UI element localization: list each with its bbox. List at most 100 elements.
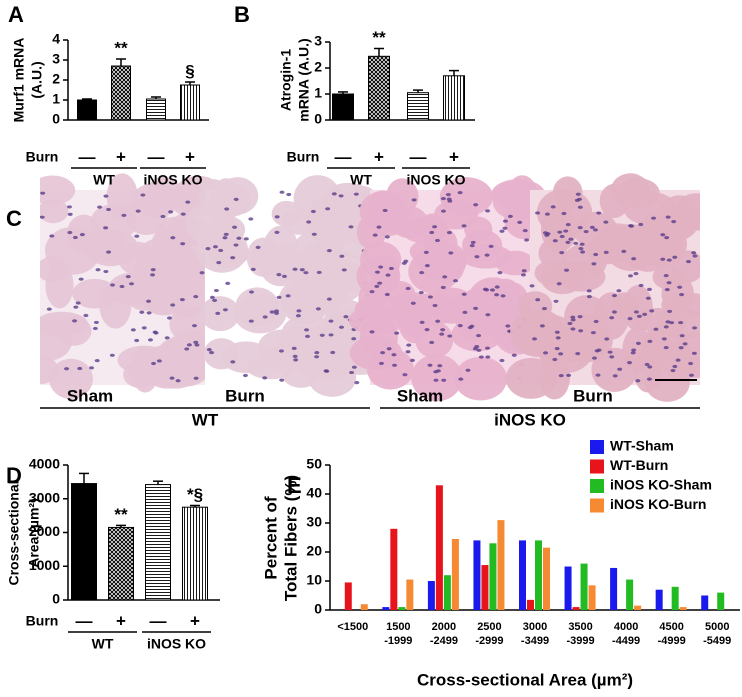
nucleus (180, 212, 186, 216)
nucleus (212, 298, 218, 303)
nucleus (170, 303, 176, 307)
nucleus (160, 214, 166, 219)
nucleus (688, 361, 694, 366)
nucleus (636, 314, 642, 318)
nucleus (448, 251, 454, 255)
nucleus (223, 232, 229, 236)
nucleus (64, 367, 70, 371)
bar (182, 506, 208, 601)
nucleus (485, 313, 491, 317)
muscle-fiber (417, 240, 467, 281)
nucleus (529, 284, 535, 288)
nucleus (419, 270, 425, 275)
nucleus (103, 226, 109, 230)
nucleus (561, 211, 567, 216)
nucleus (567, 321, 573, 326)
nucleus (629, 224, 635, 228)
bar (443, 75, 465, 121)
y-tick-label: 0 (314, 601, 322, 617)
bar (655, 589, 663, 610)
nucleus (505, 324, 511, 328)
nucleus (665, 320, 671, 324)
nucleus (378, 265, 384, 269)
nucleus (499, 229, 505, 233)
nucleus (129, 282, 135, 286)
nucleus (199, 271, 205, 275)
nucleus (384, 235, 390, 239)
nucleus (369, 290, 375, 294)
y-axis-label: Atrogin-1 (278, 49, 294, 111)
nucleus (152, 330, 158, 334)
histology-clip (0, 170, 40, 390)
nucleus (473, 203, 479, 207)
nucleus (552, 239, 558, 243)
nucleus (77, 366, 83, 371)
x-tick-label: 2000 -2499 (430, 621, 458, 647)
nucleus (331, 192, 337, 196)
nucleus (233, 243, 239, 247)
bar (527, 599, 534, 610)
row-label: Burn (26, 613, 59, 629)
nucleus (224, 207, 230, 211)
nucleus (140, 193, 146, 197)
nucleus (638, 283, 644, 288)
nucleus (649, 309, 655, 313)
bar (111, 65, 131, 121)
nucleus (305, 334, 311, 338)
nucleus (556, 282, 562, 286)
nucleus (653, 327, 659, 331)
nucleus (209, 295, 215, 299)
nucleus (374, 284, 380, 289)
y-tick-label: 1000 (29, 557, 60, 573)
nucleus (591, 356, 597, 360)
nucleus (206, 347, 212, 352)
nucleus (583, 229, 589, 234)
nucleus (678, 320, 684, 325)
nucleus (577, 197, 583, 201)
nucleus (494, 285, 500, 289)
group-label: iNOS KO (494, 410, 566, 429)
nucleus (405, 350, 411, 354)
burn-mark: — (150, 611, 167, 630)
nucleus (119, 284, 125, 289)
bar (108, 526, 134, 601)
condition-label: Sham (67, 386, 113, 405)
nucleus (106, 207, 112, 212)
bar (427, 581, 435, 610)
nucleus (248, 319, 254, 323)
y-tick-label: 10 (306, 572, 322, 588)
muscle-fiber (145, 176, 183, 214)
nucleus (470, 240, 476, 245)
nucleus (645, 296, 651, 300)
nucleus (542, 231, 548, 235)
nucleus (255, 245, 261, 249)
nucleus (236, 236, 242, 240)
y-tick-label: 0 (52, 591, 60, 607)
nucleus (616, 289, 622, 293)
nucleus (437, 364, 443, 368)
muscle-fiber (370, 210, 406, 237)
nucleus (135, 209, 141, 213)
nucleus (621, 249, 627, 253)
nucleus (147, 338, 153, 342)
bar (145, 484, 171, 601)
nucleus (315, 307, 321, 311)
nucleus (559, 251, 565, 255)
nucleus (617, 367, 623, 371)
legend-label: iNOS KO-Sham (610, 477, 712, 493)
bar (671, 586, 679, 610)
condition-label: Sham (397, 386, 443, 405)
muscle-fiber (401, 217, 448, 244)
nucleus (638, 222, 644, 227)
nucleus (341, 268, 347, 272)
nucleus (222, 308, 228, 312)
nucleus (378, 361, 384, 366)
significance-label: § (185, 61, 194, 80)
nucleus (328, 333, 334, 337)
group-label: iNOS KO (147, 636, 206, 652)
x-axis-label: Cross-sectional Area (µm²) (417, 670, 633, 689)
nucleus (686, 259, 692, 264)
nucleus (484, 253, 490, 257)
nucleus (92, 326, 98, 331)
nucleus (543, 351, 549, 355)
